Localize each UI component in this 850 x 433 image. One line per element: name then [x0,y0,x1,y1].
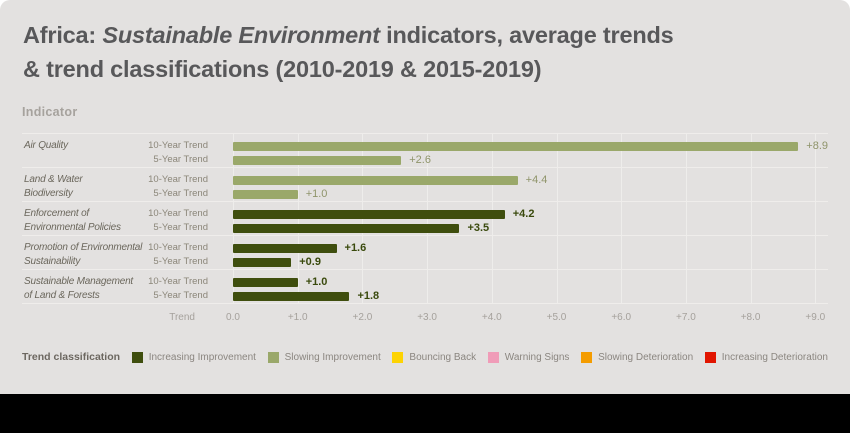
trend-period-label: 5-Year Trend [153,154,208,165]
bar-value-label: +0.9 [299,255,321,268]
trend-period-label: 10-Year Trend [148,208,208,219]
trend-bar [233,223,460,233]
x-axis-tick: +9.0 [805,312,826,323]
x-axis-tick: +2.0 [352,312,373,323]
bar-value-label: +2.6 [409,153,431,166]
trend-bar [233,155,402,165]
x-axis-title: Trend [169,312,195,323]
bar-value-label: +1.6 [344,241,367,254]
trend-period-label: 5-Year Trend [153,222,208,233]
trend-bar [233,209,505,219]
trend-bar [233,243,337,253]
legend-label: Warning Signs [504,351,570,363]
legend: Trend classification Increasing Improvem… [22,349,828,365]
bar-value-label: +1.0 [305,275,328,288]
trend-period-label: 10-Year Trend [148,276,208,287]
x-axis-tick: +1.0 [287,312,308,323]
x-axis-tick: +7.0 [676,312,696,323]
trend-period-label: 10-Year Trend [148,242,208,253]
indicator-column-header: Indicator [22,105,78,119]
indicator-label: Promotion of Environmental Sustainability [24,242,143,267]
legend-item-bouncing-back: Bouncing Back [392,351,477,363]
legend-label: Increasing Deterioration [721,351,828,363]
legend-swatch-icon [267,351,279,363]
trend-period-labels: 10-Year Trend 5-Year Trend [140,139,208,167]
bar-value-label: +4.4 [525,173,548,186]
indicator-group-air-quality: Air Quality 10-Year Trend 5-Year Trend +… [22,133,828,167]
bar-value-label: +1.8 [357,289,380,302]
trend-period-labels: 10-Year Trend 5-Year Trend [140,275,208,303]
title-line2: & trend classifications (2010-2019 & 201… [23,56,542,82]
trend-bar [233,189,298,199]
bar-chart: Air Quality 10-Year Trend 5-Year Trend +… [22,133,828,333]
gridlines [233,133,823,304]
title-italic-part: Sustainable Environment [102,22,380,48]
trend-bar [233,277,298,287]
x-axis-tick: +6.0 [611,312,632,323]
bar-value-label: +8.9 [806,139,828,152]
trend-bar [233,141,799,151]
x-axis-tick: +8.0 [740,312,761,323]
x-axis-tick: +5.0 [546,312,567,323]
legend-swatch-icon [487,351,499,363]
x-axis-tick: +4.0 [481,312,502,323]
trend-period-label: 5-Year Trend [153,256,208,267]
indicator-label: Enforcement of Environmental Policies [24,208,121,233]
legend-label: Increasing Improvement [148,351,256,363]
trend-period-labels: 10-Year Trend 5-Year Trend [140,241,208,269]
indicator-group-land-water-biodiversity: Land & Water Biodiversity 10-Year Trend 5… [22,167,828,201]
trend-period-label: 10-Year Trend [148,140,208,151]
legend-label: Bouncing Back [409,351,477,363]
bar-value-label: +1.0 [305,187,328,200]
bar-value-label: +3.5 [467,221,490,234]
trend-bar [233,257,292,267]
indicator-label: Land & Water Biodiversity [24,174,83,199]
legend-item-increasing-deterioration: Increasing Deterioration [704,351,828,363]
legend-item-warning-signs: Warning Signs [487,351,570,363]
trend-period-label: 5-Year Trend [153,188,208,199]
legend-swatch-icon [392,351,404,363]
legend-item-increasing-improvement: Increasing Improvement [131,351,256,363]
legend-item-slowing-deterioration: Slowing Deterioration [581,351,694,363]
indicator-group-sustainable-management-land-forests: Sustainable Management of Land & Forests … [22,269,828,303]
trend-bar [233,175,518,185]
bar-value-label: +4.2 [512,207,535,220]
chart-title: Africa: Sustainable Environment indicato… [23,18,674,86]
title-part: Africa: [23,22,103,48]
indicator-label: Air Quality [24,140,68,151]
trend-period-label: 5-Year Trend [153,290,208,301]
indicator-group-promotion-environmental-sustainability: Promotion of Environmental Sustainability… [22,235,828,269]
legend-label: Slowing Improvement [284,351,381,363]
indicator-group-enforcement-environmental-policies: Enforcement of Environmental Policies 10-… [22,201,828,235]
legend-label: Slowing Deterioration [598,351,694,363]
title-part: indicators, average trends [379,22,674,48]
legend-title: Trend classification [22,351,121,363]
legend-swatch-icon [581,351,593,363]
x-axis-ticks: 0.0 +1.0 +2.0 +3.0 +4.0 +5.0 +6.0 +7.0 +… [226,312,826,326]
x-axis: Trend 0.0 +1.0 +2.0 +3.0 +4.0 +5.0 +6.0 … [22,312,828,326]
trend-period-label: 10-Year Trend [148,174,208,185]
indicator-groups: Air Quality 10-Year Trend 5-Year Trend +… [22,133,828,304]
legend-swatch-icon [704,351,716,363]
trend-bar [233,291,350,301]
legend-swatch-icon [131,351,143,363]
footer-bar [0,394,850,433]
indicator-label: Sustainable Management of Land & Forests [24,276,134,301]
x-axis-tick: +3.0 [417,312,437,323]
trend-period-labels: 10-Year Trend 5-Year Trend [140,207,208,235]
legend-item-slowing-improvement: Slowing Improvement [267,351,381,363]
x-axis-tick: 0.0 [226,312,240,323]
trend-period-labels: 10-Year Trend 5-Year Trend [140,173,208,201]
